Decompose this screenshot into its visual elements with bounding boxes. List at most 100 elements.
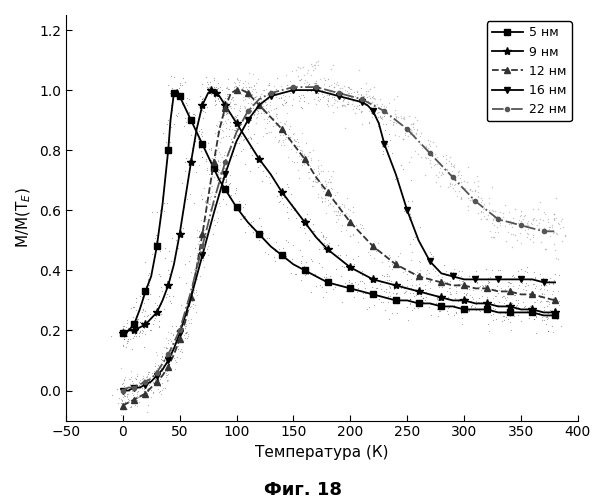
Point [263,95,273,103]
Point [348,203,358,211]
Point [527,291,536,299]
Point [159,129,168,137]
Y-axis label: M/M(T$_E$): M/M(T$_E$) [15,188,33,248]
Point [273,192,282,200]
Point [505,218,515,226]
22 нм [176,328,183,334]
Point [371,105,381,113]
22 нм [256,96,263,102]
22 нм [483,208,490,214]
Point [122,393,132,401]
Point [300,267,310,275]
Point [143,295,153,303]
Point [447,160,456,168]
Point [265,88,275,96]
Point [242,106,252,114]
Point [254,236,264,244]
Point [550,240,559,248]
Point [287,205,296,213]
Point [207,188,217,196]
Point [417,297,427,305]
Line: 12 нм: 12 нм [120,88,558,408]
Point [259,168,268,175]
Point [475,306,485,314]
Point [152,208,162,216]
Point [153,386,162,394]
Point [528,216,538,224]
Point [543,309,553,317]
Point [541,297,551,305]
Point [484,327,493,335]
Point [187,319,196,327]
Point [514,304,524,312]
Point [549,305,559,313]
Point [369,288,379,296]
Point [207,164,216,172]
Point [124,384,134,392]
Point [310,176,319,184]
Point [130,318,139,326]
Point [487,219,497,227]
Point [499,316,508,324]
Point [398,134,408,142]
Point [457,277,467,285]
Point [308,83,318,91]
Point [157,368,167,376]
Point [274,245,284,253]
Point [303,82,313,90]
Point [253,140,262,147]
Point [198,107,207,115]
Point [501,296,511,304]
Point [426,164,436,172]
Point [180,114,190,122]
Point [484,194,494,202]
Point [421,288,431,296]
Point [488,304,498,312]
Point [124,324,133,332]
Point [345,86,355,94]
Point [358,289,367,297]
Point [228,93,238,101]
Point [247,134,256,142]
Point [414,280,424,288]
Point [367,113,377,121]
Point [453,270,462,278]
Point [231,188,241,196]
Point [218,196,228,203]
Point [517,308,527,316]
Point [348,292,358,300]
Point [202,78,212,86]
Point [319,240,329,248]
Point [375,112,385,120]
Point [130,374,139,382]
Point [279,131,288,139]
Point [144,384,153,392]
Point [113,399,122,407]
Point [172,92,182,100]
Point [304,80,314,88]
Point [198,95,207,103]
Point [323,74,333,82]
Point [132,396,142,404]
Point [291,214,301,222]
Point [286,145,296,153]
Point [416,292,426,300]
Point [306,154,316,162]
Point [201,155,211,163]
Point [162,344,171,352]
Point [534,220,544,228]
Point [133,318,143,326]
Point [206,85,216,93]
Point [246,100,256,108]
Point [255,104,265,112]
Point [144,376,154,384]
Point [190,300,199,308]
Point [537,228,547,235]
Point [125,336,135,344]
Point [493,302,503,310]
Point [415,258,425,266]
Point [432,305,442,313]
Point [156,310,165,318]
Point [460,184,470,192]
Point [216,168,225,176]
